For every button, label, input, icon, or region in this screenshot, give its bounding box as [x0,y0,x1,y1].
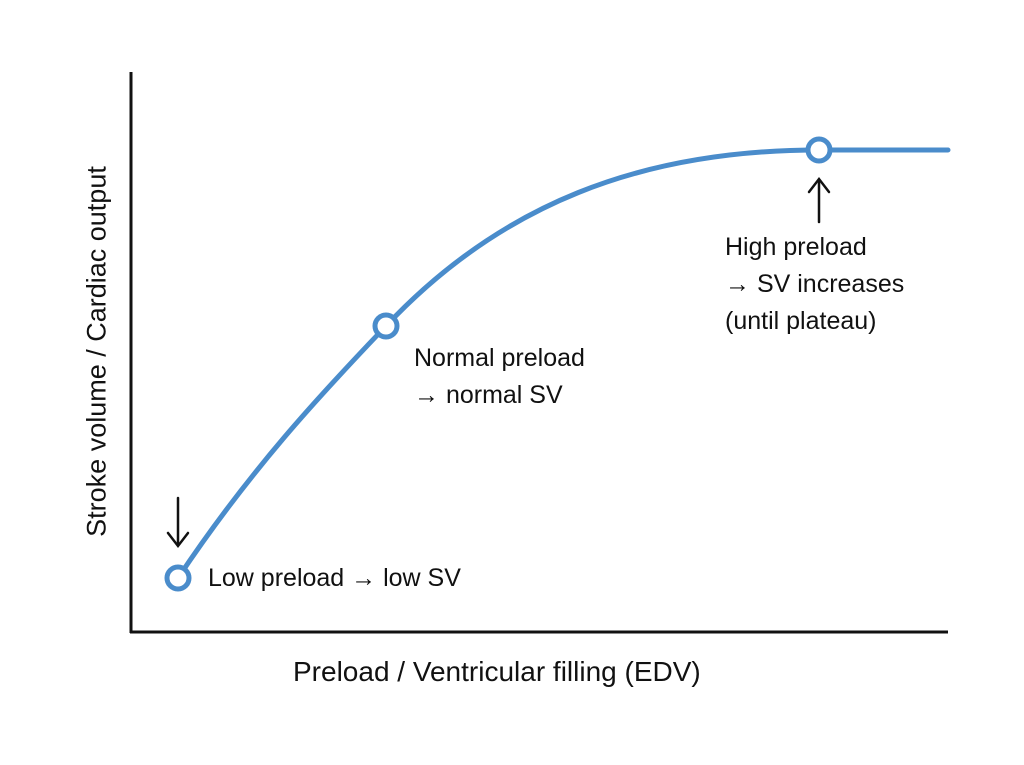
annotation-normal-line1: Normal preload [414,344,585,372]
annotation-normal-line2: → normal SV [414,381,563,409]
annotation-high-line3: (until plateau) [725,307,877,335]
x-axis-label: Preload / Ventricular filling (EDV) [293,656,701,687]
annotation-low-preload: Low preload → low SV [208,560,461,597]
frank-starling-curve [175,147,951,581]
high-preload-marker [805,136,833,164]
normal-preload-marker [372,312,400,340]
y-axis-label: Stroke volume / Cardiac output [81,166,112,537]
down-arrow-icon [166,496,190,549]
annotation-high-line2: → SV increases [725,270,905,298]
low-preload-marker [164,564,192,592]
annotation-low-line1: Low preload → low SV [208,564,461,592]
annotation-high-preload: High preload → SV increases (until plate… [725,229,904,340]
annotation-high-line1: High preload [725,233,867,261]
annotation-normal-preload: Normal preload → normal SV [414,340,585,414]
up-arrow-icon [807,176,831,224]
